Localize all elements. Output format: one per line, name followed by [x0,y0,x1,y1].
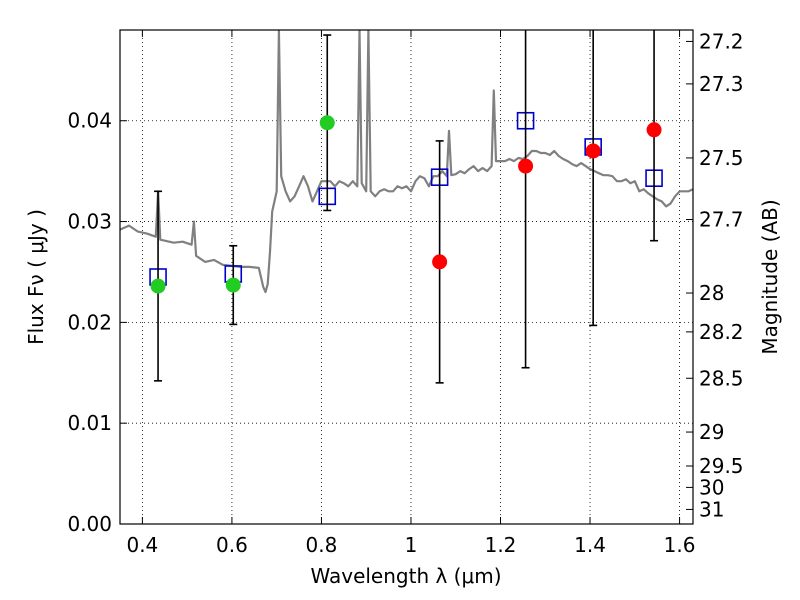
y2-tick-label: 30 [699,475,724,499]
y2-tick-label: 28.5 [699,366,744,390]
x-tick-label: 0.6 [216,533,248,557]
observed-flux-point [518,158,534,174]
y2-tick-label: 29 [699,420,724,444]
observed-flux-point [225,277,241,293]
plot-data [120,30,693,384]
axis-ticks: 0.4 0.6 0.8 1 1.2 1.4 1.6 0.00 0.01 0.02 0.03 0.04 2… [67,29,743,557]
y2-tick-label: 27.3 [699,72,744,96]
grid [120,30,693,524]
y2-tick-label: 29.5 [699,454,744,478]
y-tick-label: 0.00 [67,512,112,536]
x-tick-label: 1.2 [485,533,517,557]
observed-flux-point [585,143,601,159]
y2-tick-label: 28.2 [699,320,744,344]
plot-frame [119,29,694,525]
y-tick-label: 0.04 [67,109,112,133]
y2-tick-label: 31 [699,497,724,521]
x-tick-label: 1 [405,533,418,557]
x-axis-label: Wavelength λ (μm) [310,564,501,588]
y2-tick-label: 27.7 [699,208,744,232]
observed-flux-point [646,122,662,138]
y2-tick-label: 27.5 [699,146,744,170]
x-tick-label: 1.4 [574,533,606,557]
observed-flux-point [432,254,448,270]
y2-axis-label: Magnitude (AB) [758,199,782,354]
model-spectrum-line [120,30,693,294]
x-tick-label: 1.6 [664,533,696,557]
y-tick-label: 0.03 [67,210,112,234]
y-axis-label: Flux Fν ( μJy ) [24,209,48,345]
observed-flux-point [319,115,335,131]
y2-tick-label: 28 [699,281,724,305]
plot-series [120,30,693,384]
x-tick-label: 0.4 [126,533,158,557]
y-tick-label: 0.02 [67,310,112,334]
y-tick-label: 0.01 [67,411,112,435]
observed-flux-point [150,278,166,294]
x-tick-label: 0.8 [306,533,338,557]
y2-tick-label: 27.2 [699,29,744,53]
